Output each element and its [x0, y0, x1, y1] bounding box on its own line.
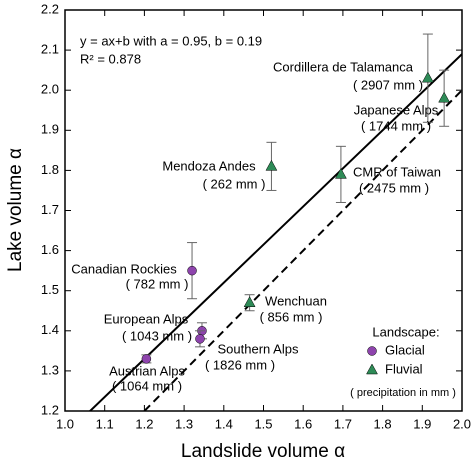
point	[334, 167, 347, 179]
y-tick-label: 2.0	[41, 82, 59, 97]
x-tick-label: 1.5	[254, 416, 272, 431]
y-tick-label: 1.3	[41, 362, 59, 377]
x-tick-label: 1.2	[135, 416, 153, 431]
point-precipitation: ( 1826 mm )	[205, 357, 275, 372]
x-tick-label: 1.6	[294, 416, 312, 431]
point	[195, 334, 205, 344]
lines-group	[88, 53, 462, 411]
point-precipitation: ( 262 mm )	[203, 176, 266, 191]
y-axis-label: Lake volume α	[5, 148, 26, 272]
x-tick-label: 1.0	[56, 416, 74, 431]
x-tick-label: 1.4	[215, 416, 233, 431]
x-tick-label: 2.0	[453, 416, 471, 431]
legend-label: Fluvial	[385, 361, 423, 376]
point	[421, 71, 434, 83]
point-precipitation: ( 1064 mm )	[112, 378, 182, 393]
y-tick-label: 1.5	[41, 282, 59, 297]
reference-line	[88, 53, 462, 411]
x-tick-label: 1.1	[96, 416, 114, 431]
y-tick-label: 1.8	[41, 162, 59, 177]
legend-marker	[366, 363, 378, 375]
point-precipitation: ( 1744 mm )	[361, 118, 431, 133]
y-tick-label: 2.2	[41, 1, 59, 16]
point-label: Canadian Rockies	[71, 261, 177, 276]
point-label: CMR of Taiwan	[353, 164, 441, 179]
point-precipitation: ( 2475 mm )	[359, 180, 429, 195]
legend-label: Glacial	[385, 342, 425, 357]
y-tick-label: 1.6	[41, 242, 59, 257]
point	[243, 296, 256, 307]
point	[141, 354, 152, 364]
point	[265, 159, 278, 171]
y-tick-label: 1.9	[41, 122, 59, 137]
x-tick-label: 1.9	[413, 416, 431, 431]
point	[187, 265, 197, 276]
y-tick-label: 1.4	[41, 322, 59, 337]
legend-marker	[367, 346, 377, 356]
y-tick-label: 1.7	[41, 202, 59, 217]
x-tick-label: 1.3	[175, 416, 193, 431]
point-label: Cordillera de Talamanca	[273, 59, 414, 74]
x-tick-label: 1.7	[334, 416, 352, 431]
point-label: European Alps	[104, 311, 189, 326]
reference-line	[143, 89, 462, 411]
point-precipitation: ( 856 mm )	[260, 309, 323, 324]
annotation: y = ax+b with a = 0.95, b = 0.19	[80, 33, 262, 48]
point-label: Southern Alps	[218, 341, 299, 356]
point-label: Mendoza Andes	[162, 158, 256, 173]
point	[438, 91, 451, 103]
point-precipitation: ( 2907 mm )	[353, 77, 423, 92]
legend-title: Landscape:	[372, 324, 439, 339]
x-tick-label: 1.8	[374, 416, 392, 431]
point-label: Japanese Alps	[354, 102, 439, 117]
y-tick-label: 1.2	[41, 402, 59, 417]
point-label: Wenchuan	[265, 293, 327, 308]
point-precipitation: ( 1043 mm )	[122, 328, 192, 343]
y-tick-label: 2.1	[41, 42, 59, 57]
legend-note: ( precipitation in mm )	[350, 387, 456, 399]
point-precipitation: ( 782 mm )	[126, 276, 189, 291]
x-axis-label: Landslide volume α	[181, 441, 345, 462]
annotation: R² = 0.878	[80, 51, 141, 66]
point-label: Austrian Alps	[109, 363, 185, 378]
